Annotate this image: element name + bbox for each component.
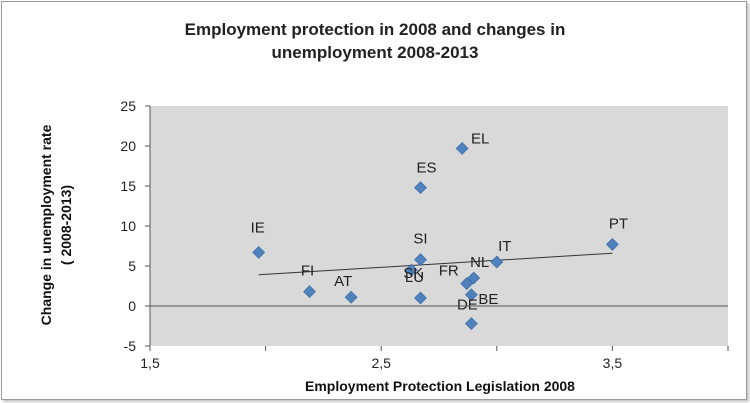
y-tick-label: 5 (128, 258, 136, 274)
y-axis-title-line-1: Change in unemployment rate (38, 124, 54, 325)
data-point-ie (252, 245, 266, 259)
data-point-es (414, 181, 427, 195)
point-label-nl: NL (470, 254, 489, 271)
x-tick-label: 3,5 (603, 355, 623, 371)
y-tick-label: 15 (120, 178, 136, 194)
x-axis-title: Employment Protection Legislation 2008 (305, 378, 575, 394)
point-label-de: DE (457, 297, 478, 314)
y-tick-label: 20 (120, 138, 136, 154)
y-tick-label: -5 (124, 338, 137, 354)
data-point-be (464, 288, 478, 302)
data-point-el (455, 141, 469, 155)
data-point-at (344, 290, 358, 304)
y-tick-label: 25 (120, 98, 136, 114)
point-label-at: AT (334, 273, 352, 290)
data-point-pt (605, 237, 619, 251)
chart-title-line-1: Employment protection in 2008 and change… (185, 20, 566, 39)
point-label-fr: FR (439, 263, 459, 280)
point-label-ie: IE (251, 219, 265, 236)
chart-title-line-2: unemployment 2008-2013 (272, 43, 479, 62)
point-label-el: EL (471, 130, 489, 147)
point-label-lu: LU (405, 269, 424, 286)
data-point-de (464, 317, 478, 331)
point-label-pt: PT (609, 215, 628, 232)
trendline (258, 252, 613, 276)
data-point-fr (460, 277, 474, 291)
data-point-lu (414, 291, 427, 305)
point-label-fi: FI (301, 263, 314, 280)
y-tick-label: 0 (128, 298, 136, 314)
y-tick-label: 10 (120, 218, 136, 234)
data-point-si (414, 253, 427, 267)
plot-area (150, 106, 728, 346)
point-label-be: BE (478, 291, 498, 308)
data-point-sk (404, 263, 418, 277)
point-label-si: SI (413, 231, 427, 248)
point-label-it: IT (498, 238, 511, 255)
x-tick-label: 2,5 (371, 355, 391, 371)
data-point-nl (467, 271, 481, 285)
point-label-sk: SK (403, 265, 423, 282)
y-axis-title-line-2: ( 2008-2013) (58, 185, 74, 265)
point-label-es: ES (416, 160, 436, 177)
data-point-fi (303, 285, 316, 299)
x-tick-label: 1,5 (140, 355, 160, 371)
data-point-it (490, 255, 504, 269)
